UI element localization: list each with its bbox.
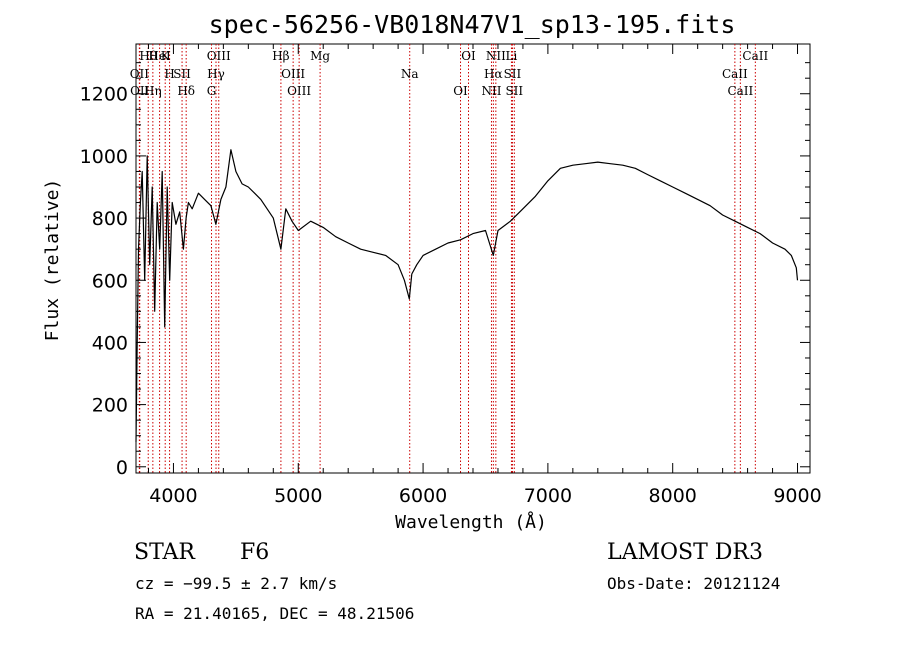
x-axis: 4000 5000 6000 7000 8000 9000 (147, 44, 822, 507)
chart-title: spec-56256-VB018N47V1_sp13-195.fits (209, 10, 736, 39)
emission-line-labels: HθOIIOIIKHHηHeISIIHδOIIIHγGHβOIIIOIIIMgN… (130, 49, 769, 98)
emission-line-label: SII (504, 67, 522, 81)
emission-line-label: OII (130, 84, 150, 98)
y-axis-label: Flux (relative) (42, 179, 63, 342)
emission-line-label: Mg (310, 49, 330, 63)
emission-line-label: Hβ (272, 49, 289, 63)
emission-line-label: NII (486, 49, 506, 63)
emission-line-label: G (207, 84, 217, 98)
emission-line-label: H (164, 67, 174, 81)
x-axis-label: Wavelength (Å) (395, 511, 547, 533)
observation-date: Obs-Date: 20121124 (607, 574, 781, 593)
x-tick-label: 5000 (274, 485, 322, 507)
y-tick-label: 800 (92, 208, 128, 230)
y-tick-label: 0 (116, 457, 128, 479)
emission-line-markers (138, 44, 756, 473)
emission-line-label: Hθ (139, 49, 157, 63)
emission-line-label: Li (506, 49, 518, 63)
emission-line-label: Hγ (207, 67, 225, 81)
y-axis: 0 200 400 600 800 1000 1200 (80, 62, 810, 479)
emission-line-label: OII (130, 67, 150, 81)
emission-line-label: OI (461, 49, 476, 63)
emission-line-label: K (161, 49, 171, 63)
coordinates-text: RA = 21.40165, DEC = 48.21506 (135, 604, 415, 623)
x-tick-label: 9000 (773, 485, 821, 507)
emission-line-label: Hα (484, 67, 503, 81)
emission-line-label: SII (173, 67, 191, 81)
emission-line-label: CaII (727, 84, 753, 98)
emission-line-label: NII (481, 84, 501, 98)
x-tick-label: 6000 (399, 485, 447, 507)
redshift-text: cz = −99.5 ± 2.7 km/s (135, 574, 338, 593)
emission-line-label: Na (401, 67, 419, 81)
emission-line-label: OIII (207, 49, 231, 63)
object-class: STAR (134, 540, 195, 565)
spectrum-series (135, 149, 799, 442)
survey-name: LAMOST DR3 (607, 540, 763, 565)
y-tick-label: 400 (92, 332, 128, 354)
emission-line-label: Hδ (177, 84, 195, 98)
emission-line-label: CaII (722, 67, 748, 81)
x-tick-label: 7000 (524, 485, 572, 507)
emission-line-label: OIII (281, 67, 305, 81)
x-tick-label: 4000 (149, 485, 197, 507)
y-tick-label: 1200 (80, 84, 128, 106)
y-tick-label: 600 (92, 270, 128, 292)
spectrum-line (135, 149, 799, 442)
plot-frame (135, 43, 811, 474)
y-tick-label: 200 (92, 395, 128, 417)
x-tick-label: 8000 (649, 485, 697, 507)
emission-line-label: OIII (287, 84, 311, 98)
emission-line-label: CaII (742, 49, 768, 63)
emission-line-label: HeI (148, 49, 171, 63)
object-subclass: F6 (240, 540, 270, 565)
emission-line-label: OI (453, 84, 468, 98)
emission-line-label: Hη (144, 84, 162, 98)
y-tick-label: 1000 (80, 146, 128, 168)
emission-line-label: SII (505, 84, 523, 98)
